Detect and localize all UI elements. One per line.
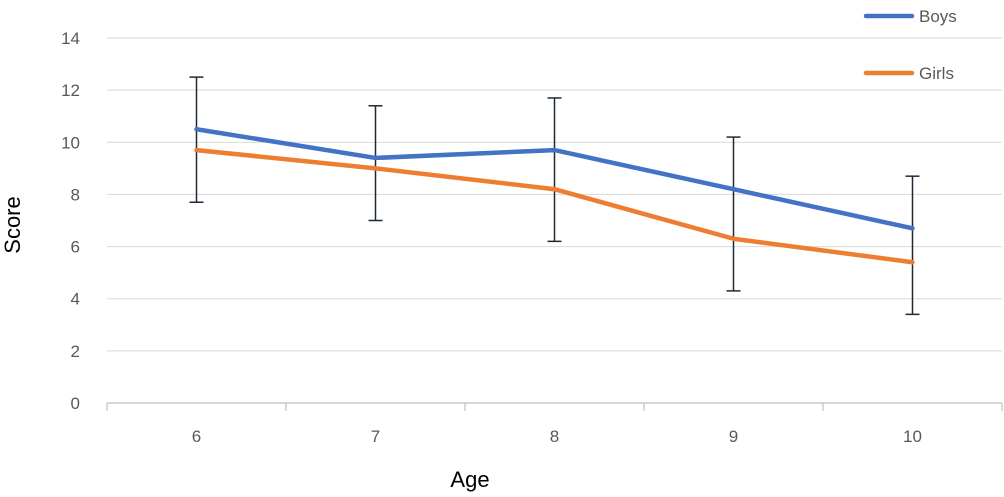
- y-tick-label-6: 6: [71, 238, 80, 257]
- legend-label-boys: Boys: [919, 7, 957, 26]
- legend: Boys Girls: [863, 7, 957, 83]
- x-tick-label-8: 8: [550, 427, 559, 446]
- y-tick-label-4: 4: [71, 290, 80, 309]
- x-tick-label-9: 9: [729, 427, 738, 446]
- x-axis: 6 7 8 9 10: [106, 402, 1003, 446]
- y-tick-label-10: 10: [61, 133, 80, 152]
- x-tick-label-6: 6: [192, 427, 201, 446]
- error-bars: [189, 76, 920, 316]
- y-axis: 0 2 4 6 8 10 12 14: [61, 29, 80, 413]
- x-axis-title: Age: [450, 467, 489, 492]
- series-line-boys: [194, 127, 915, 231]
- y-axis-title: Score: [0, 196, 25, 253]
- y-tick-label-12: 12: [61, 81, 80, 100]
- y-tick-label-2: 2: [71, 342, 80, 361]
- y-tick-label-8: 8: [71, 185, 80, 204]
- series-line-girls: [194, 147, 915, 265]
- x-tick-label-7: 7: [371, 427, 380, 446]
- y-tick-label-14: 14: [61, 29, 80, 48]
- legend-label-girls: Girls: [919, 64, 954, 83]
- x-tick-label-10: 10: [903, 427, 922, 446]
- series-lines: [194, 127, 915, 265]
- y-tick-label-0: 0: [71, 394, 80, 413]
